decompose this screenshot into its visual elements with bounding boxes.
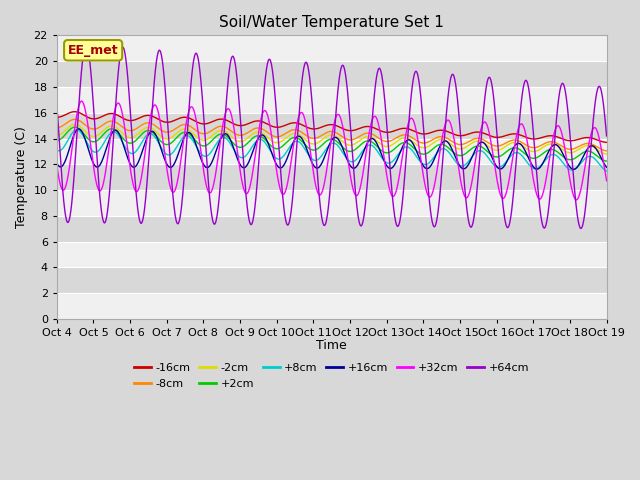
+16cm [587,143,595,149]
+16cm [570,167,577,172]
+64cm [588,141,595,147]
-2cm [71,121,79,127]
+8cm [81,136,89,142]
-16cm [71,109,79,115]
+32cm [81,107,89,112]
+64cm [587,144,595,150]
+2cm [71,124,79,130]
-8cm [306,135,314,141]
+16cm [321,155,328,160]
+16cm [81,136,89,142]
-2cm [53,132,61,138]
+8cm [53,147,61,153]
-8cm [486,141,494,147]
-16cm [53,114,61,120]
+32cm [306,145,314,151]
Line: -2cm: -2cm [57,124,607,154]
Bar [57,164,607,190]
+64cm [82,41,90,47]
-8cm [321,131,328,137]
+8cm [321,149,328,155]
Bar [57,36,607,61]
-2cm [306,140,314,146]
-2cm [81,129,89,134]
+32cm [321,180,328,186]
-8cm [587,141,595,147]
Y-axis label: Temperature (C): Temperature (C) [15,126,28,228]
Line: -8cm: -8cm [57,120,607,151]
-16cm [306,125,314,131]
-16cm [587,135,595,141]
Bar [57,113,607,139]
-16cm [587,135,595,141]
-2cm [486,144,494,150]
+32cm [53,163,61,168]
Title: Soil/Water Temperature Set 1: Soil/Water Temperature Set 1 [220,15,444,30]
+16cm [306,155,314,160]
+2cm [53,138,61,144]
+64cm [306,76,314,82]
Line: +8cm: +8cm [57,130,607,171]
Bar [57,267,607,293]
+2cm [587,149,595,155]
Line: +16cm: +16cm [57,129,607,169]
Bar [57,242,607,267]
+64cm [321,223,328,228]
+16cm [486,150,494,156]
+2cm [587,149,595,155]
Legend: -16cm, -8cm, -2cm, +2cm, +8cm, +16cm, +32cm, +64cm: -16cm, -8cm, -2cm, +2cm, +8cm, +16cm, +3… [130,359,533,393]
Line: +64cm: +64cm [57,44,607,228]
+64cm [53,101,61,107]
+16cm [603,164,611,170]
+8cm [587,154,595,159]
+32cm [77,98,85,104]
+2cm [321,140,328,146]
Bar [57,190,607,216]
+2cm [486,151,494,156]
Bar [57,293,607,319]
Bar [57,61,607,87]
+64cm [486,75,494,81]
Line: +2cm: +2cm [57,127,607,161]
+8cm [486,157,494,163]
+64cm [81,43,89,49]
-2cm [603,151,611,157]
Line: -16cm: -16cm [57,112,607,143]
-16cm [486,133,494,139]
Bar [57,216,607,242]
Bar [57,139,607,164]
Line: +32cm: +32cm [57,101,607,200]
+8cm [603,168,611,174]
-16cm [603,140,611,145]
+32cm [588,131,595,137]
Text: EE_met: EE_met [68,44,118,57]
-8cm [53,125,61,131]
+32cm [587,132,595,138]
-8cm [587,141,595,147]
+16cm [75,126,83,132]
+2cm [81,132,89,138]
-8cm [71,117,79,122]
-16cm [81,113,89,119]
-8cm [603,148,611,154]
-16cm [321,123,328,129]
-8cm [81,122,89,128]
+64cm [603,133,611,139]
-2cm [321,135,328,141]
+64cm [577,226,585,231]
-2cm [587,143,595,149]
+16cm [53,160,61,166]
+2cm [603,158,611,164]
+32cm [572,197,580,203]
+8cm [73,127,81,133]
Bar [57,87,607,113]
-2cm [587,143,595,149]
X-axis label: Time: Time [316,339,347,352]
+32cm [486,134,494,140]
+2cm [306,146,314,152]
+16cm [588,143,595,149]
+8cm [587,154,595,159]
+32cm [603,178,611,183]
+8cm [306,154,314,159]
